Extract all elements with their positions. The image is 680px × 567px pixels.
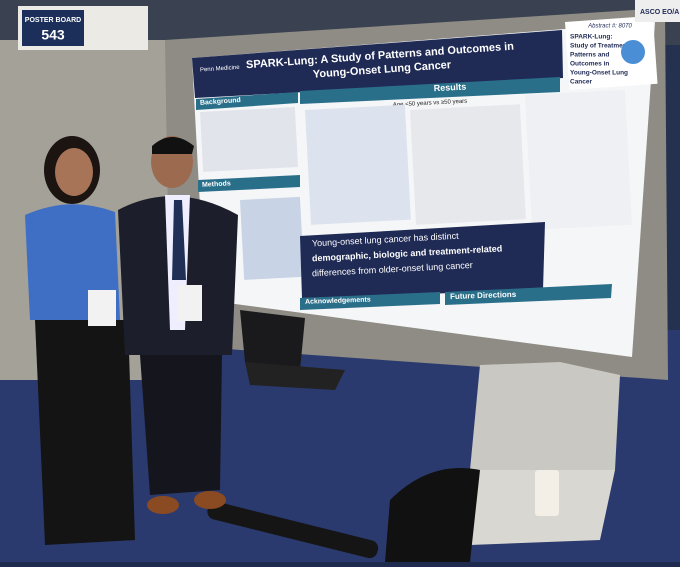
abstract-title-line: Young-Onset Lung — [570, 70, 628, 77]
shoe — [194, 491, 226, 509]
coffee-cup — [535, 470, 559, 516]
flow-diagram — [240, 196, 305, 280]
section-bar — [196, 92, 298, 110]
sign-label: POSTER BOARD — [25, 17, 81, 24]
comparison-label: Age <50 years vs ≥50 years — [393, 99, 468, 109]
section-bar — [198, 175, 300, 192]
abstract-box — [565, 15, 658, 90]
man-tie — [172, 200, 186, 280]
woman-badge — [88, 290, 116, 326]
section-heading: Future Directions — [450, 290, 517, 301]
section-heading: Results — [433, 82, 466, 94]
section-bar — [300, 77, 560, 104]
key-finding-box — [300, 222, 545, 298]
abstract-number: Abstract #: 8070 — [587, 24, 632, 30]
white-chair — [470, 362, 620, 470]
woman-pants — [35, 320, 135, 545]
abstract-title-line: Outcomes in — [570, 61, 609, 68]
section-heading: Background — [200, 97, 241, 107]
figures — [525, 89, 632, 230]
corner-sign — [635, 0, 680, 22]
abstract-title-line: SPARK-Lung: — [570, 34, 612, 41]
poster-board-sign — [22, 10, 84, 46]
poster-header — [192, 30, 563, 98]
lung-icon — [621, 40, 645, 64]
text-block — [410, 104, 526, 225]
man-pants — [140, 355, 222, 495]
black-chair — [240, 310, 305, 370]
text-block — [200, 107, 299, 172]
bag — [385, 468, 480, 562]
man-hair — [152, 137, 194, 154]
table-block — [305, 104, 411, 225]
woman-face — [55, 148, 93, 196]
section-heading: Methods — [202, 180, 231, 189]
black-chair-seat — [245, 362, 345, 390]
abstract-title-line: Study of Treatment — [570, 43, 630, 50]
section-bar — [300, 292, 440, 310]
corner-sign-text: ASCO EO/A — [640, 9, 679, 16]
section-heading: Acknowledgements — [305, 297, 371, 306]
abstract-title-line: Patterns and — [570, 52, 609, 59]
section-bar — [445, 284, 612, 305]
poster-tube — [207, 501, 379, 559]
abstract-title: SPARK-Lung: Study of Treatment Patterns … — [570, 34, 630, 86]
institution: Penn Medicine — [200, 65, 241, 74]
shoe — [147, 496, 179, 514]
man-badge — [178, 285, 202, 321]
abstract-title-line: Cancer — [570, 79, 593, 86]
sign-number: 543 — [41, 27, 65, 43]
